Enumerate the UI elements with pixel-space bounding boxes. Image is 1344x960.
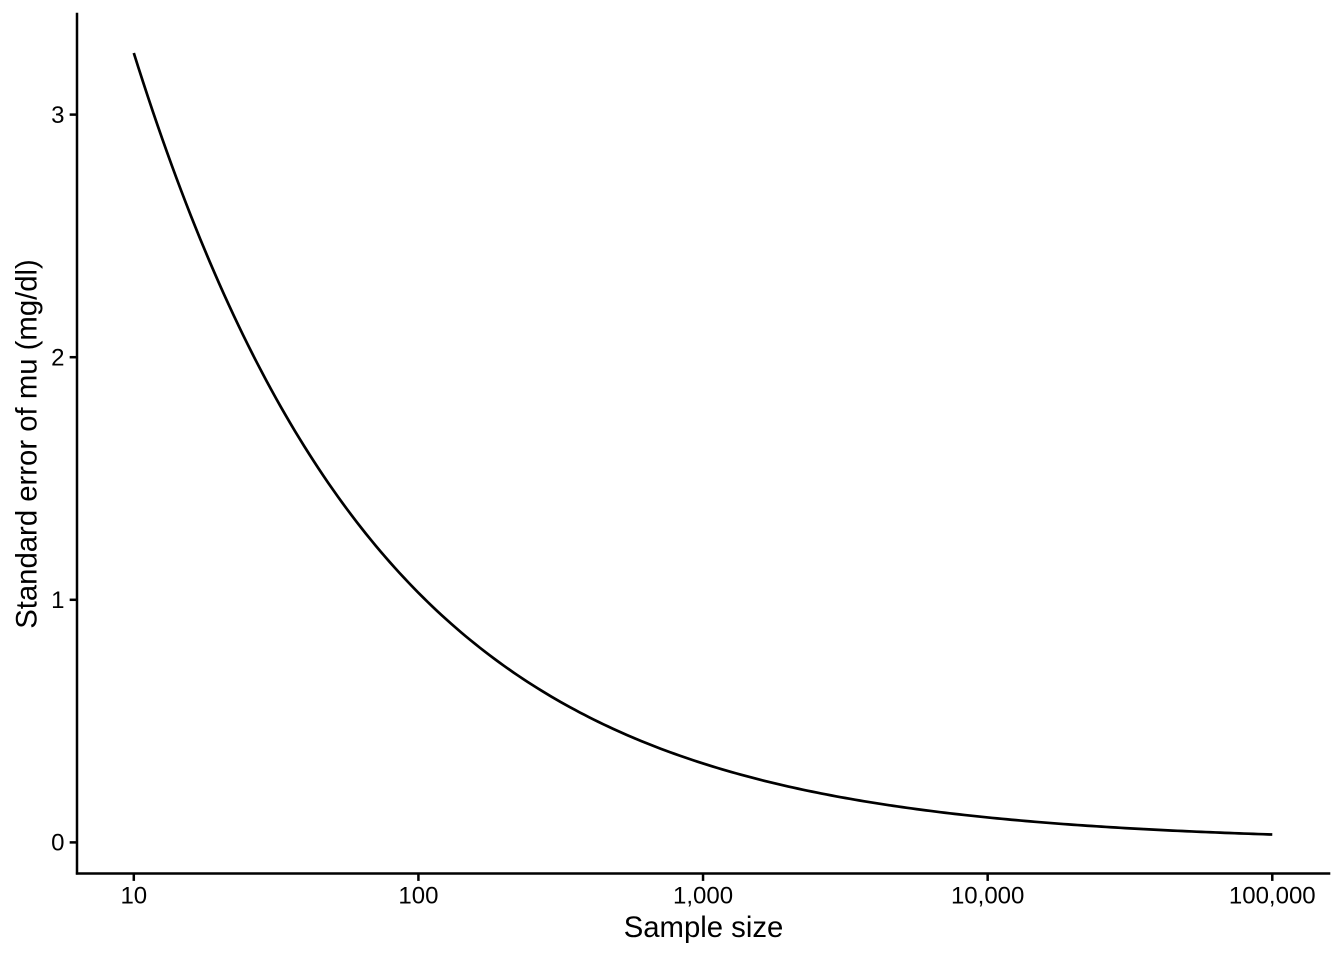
svg-text:1,000: 1,000	[673, 883, 733, 910]
svg-text:3: 3	[51, 102, 64, 129]
svg-text:100: 100	[398, 883, 438, 910]
svg-text:Standard error of mu (mg/dl): Standard error of mu (mg/dl)	[10, 259, 43, 629]
svg-text:1: 1	[51, 587, 64, 614]
svg-text:100,000: 100,000	[1229, 883, 1316, 910]
svg-text:10: 10	[120, 883, 147, 910]
svg-text:2: 2	[51, 345, 64, 372]
svg-text:10,000: 10,000	[951, 883, 1024, 910]
svg-text:0: 0	[51, 830, 64, 857]
svg-text:Sample size: Sample size	[624, 911, 784, 944]
